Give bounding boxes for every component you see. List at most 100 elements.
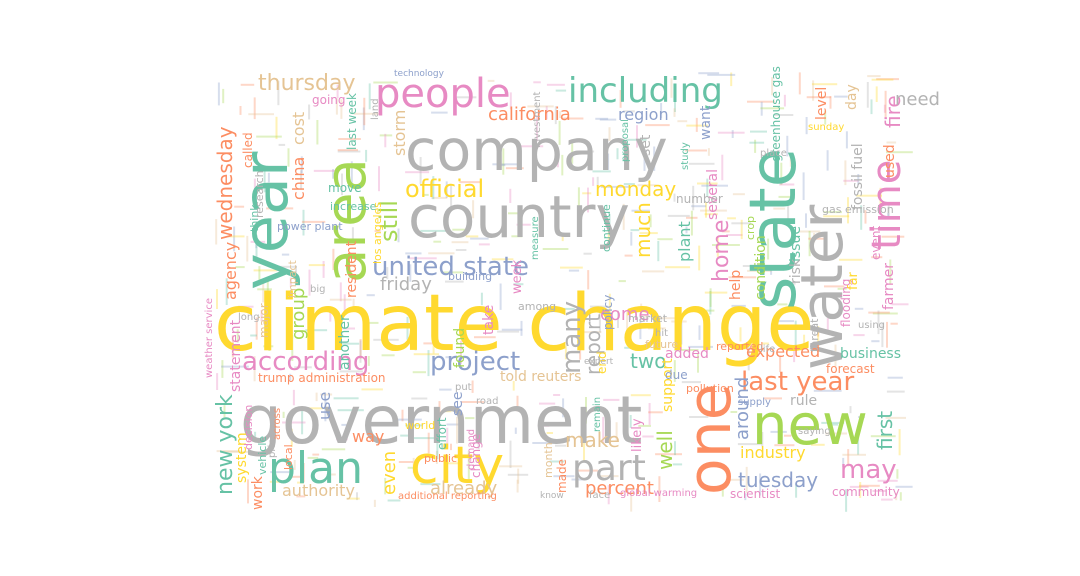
filler-mark <box>701 184 728 187</box>
cloud-word-business: business <box>840 346 901 362</box>
filler-mark <box>705 202 707 218</box>
filler-mark <box>302 209 305 236</box>
cloud-word-government: government <box>240 382 642 459</box>
filler-mark <box>599 118 617 121</box>
filler-mark <box>648 327 666 330</box>
filler-mark <box>808 230 811 257</box>
filler-mark <box>759 473 762 496</box>
filler-mark <box>845 489 848 512</box>
filler-mark <box>446 427 449 448</box>
filler-mark <box>895 485 913 488</box>
filler-mark <box>263 169 266 193</box>
filler-mark <box>501 328 523 331</box>
cloud-word-used: used <box>882 144 898 178</box>
filler-mark <box>842 457 845 467</box>
cloud-word-measure: measure <box>530 216 541 260</box>
filler-mark <box>539 402 556 405</box>
cloud-word-added: added <box>665 346 709 362</box>
filler-mark <box>887 213 890 220</box>
cloud-word-event: event <box>869 226 883 260</box>
cloud-word-time: time <box>864 160 910 250</box>
filler-mark <box>378 166 380 192</box>
filler-mark <box>221 365 249 368</box>
filler-mark <box>767 238 770 260</box>
filler-mark <box>460 340 462 365</box>
cloud-word-crop: crop <box>744 216 757 240</box>
filler-mark <box>406 316 409 340</box>
filler-mark <box>779 355 782 373</box>
cloud-word-end: end <box>595 351 609 374</box>
filler-mark <box>624 254 633 257</box>
cloud-word-among: among <box>518 300 556 313</box>
cloud-word-found: found <box>452 328 468 368</box>
filler-mark <box>787 205 790 221</box>
background-filler-marks <box>215 72 913 512</box>
filler-mark <box>373 81 398 84</box>
filler-mark <box>277 80 280 106</box>
filler-mark <box>681 381 701 384</box>
filler-mark <box>645 124 670 127</box>
filler-mark <box>793 349 796 363</box>
cloud-word-saying: saying <box>798 426 831 437</box>
filler-mark <box>854 307 864 310</box>
filler-mark <box>747 269 772 272</box>
filler-mark <box>639 232 658 235</box>
filler-mark <box>266 278 269 303</box>
filler-mark <box>322 261 325 278</box>
filler-mark <box>405 424 423 427</box>
cloud-word-place: place <box>760 148 787 159</box>
filler-mark <box>427 432 430 454</box>
filler-mark <box>774 444 795 447</box>
filler-mark <box>671 320 687 323</box>
filler-mark <box>655 453 682 456</box>
filler-mark <box>602 416 605 444</box>
cloud-word-percent: percent <box>585 478 654 499</box>
cloud-word-move: move <box>328 181 362 195</box>
filler-mark <box>697 182 718 185</box>
filler-mark <box>887 376 903 379</box>
cloud-word-face: face <box>589 490 610 501</box>
filler-mark <box>630 492 633 512</box>
filler-mark <box>853 334 865 337</box>
cloud-word-new: new <box>752 393 868 458</box>
filler-mark <box>356 492 358 501</box>
filler-mark <box>517 468 520 484</box>
filler-mark <box>474 336 496 339</box>
filler-mark <box>808 237 824 240</box>
cloud-word-life: life <box>760 344 775 355</box>
filler-mark <box>472 200 475 219</box>
filler-mark <box>564 345 567 360</box>
filler-mark <box>798 426 819 429</box>
filler-mark <box>305 329 328 332</box>
filler-mark <box>592 170 611 173</box>
filler-mark <box>726 478 744 481</box>
cloud-word-local: local <box>282 444 295 470</box>
filler-mark <box>428 252 455 255</box>
filler-mark <box>341 173 343 196</box>
filler-mark <box>812 80 815 101</box>
cloud-word-according: according <box>242 347 369 377</box>
cloud-word-still: still <box>375 200 403 242</box>
cloud-word-weather-service: weather service <box>204 298 215 378</box>
filler-mark <box>413 437 437 440</box>
cloud-word-agency: agency <box>221 242 240 300</box>
filler-mark <box>795 484 798 498</box>
filler-mark <box>216 450 241 453</box>
filler-mark <box>780 162 783 185</box>
filler-mark <box>885 416 906 419</box>
filler-mark <box>471 380 474 393</box>
cloud-word-thursday: thursday <box>258 71 356 96</box>
filler-mark <box>732 193 745 196</box>
filler-mark <box>297 481 304 484</box>
filler-mark <box>803 334 806 347</box>
filler-mark <box>891 303 909 306</box>
filler-mark <box>709 291 712 315</box>
filler-mark <box>345 263 356 266</box>
filler-mark <box>637 184 657 187</box>
filler-mark <box>465 235 479 238</box>
filler-mark <box>427 350 430 377</box>
filler-mark <box>296 495 306 498</box>
filler-mark <box>289 373 292 381</box>
filler-mark <box>697 353 699 373</box>
